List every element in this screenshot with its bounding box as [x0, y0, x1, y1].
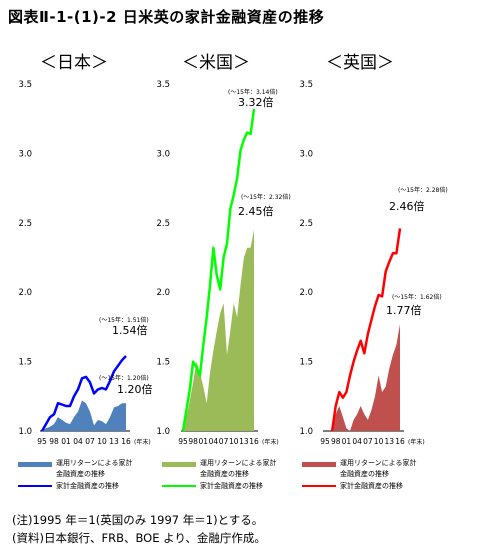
y-tick-label-us: 1.5	[156, 358, 170, 368]
legend-swatch-line-us	[162, 485, 196, 487]
x-tick-label-uk: 95	[320, 437, 330, 446]
series-area-us	[183, 229, 254, 431]
x-tick-label-japan: 13	[109, 437, 119, 446]
legend-area-label-uk: 運用リターンによる家計 金融資産の推移	[340, 458, 416, 480]
y-tick-label-uk: 1.5	[299, 358, 313, 368]
legend-swatch-area-japan	[18, 462, 52, 467]
annotation-value-uk: 2.46倍	[389, 199, 425, 213]
legend-line-label-us: 家計金融資産の推移	[200, 482, 263, 490]
legend-area-text-2: 金融資産の推移	[340, 470, 389, 478]
annotation-small-us: (～15年：2.32倍)	[241, 193, 291, 201]
annotation-small-us: (～15年：3.14倍)	[228, 88, 278, 96]
footnote-source: (資料)日本銀行、FRB、BOE より、金融庁作成。	[12, 531, 266, 545]
x-tick-label-japan: 10	[97, 437, 107, 446]
y-tick-label-us: 1.0	[156, 427, 170, 437]
legend-area-label-japan: 運用リターンによる家計 金融資産の推移	[56, 458, 132, 480]
y-tick-label-japan: 2.0	[18, 288, 32, 298]
x-unit-label-us: (年末)	[262, 438, 279, 446]
x-tick-label-japan: 16	[121, 437, 131, 446]
x-tick-label-us: 13	[239, 437, 249, 446]
y-tick-label-japan: 3.0	[18, 149, 32, 159]
series-line-japan	[40, 355, 127, 432]
legend-area-text-1: 運用リターンによる家計	[340, 459, 417, 467]
x-tick-label-us: 01	[199, 437, 209, 446]
x-tick-label-us: 04	[209, 437, 219, 446]
y-tick-label-japan: 2.5	[18, 219, 32, 229]
x-unit-label-uk: (年末)	[408, 438, 425, 446]
legend-swatch-line-uk	[302, 485, 336, 487]
y-tick-label-uk: 1.0	[299, 427, 313, 437]
y-tick-label-uk: 3.0	[299, 149, 313, 159]
x-tick-label-japan: 04	[73, 437, 83, 446]
legend-line-label-uk: 家計金融資産の推移	[340, 482, 403, 490]
x-tick-label-japan: 07	[85, 437, 95, 446]
annotation-small-uk: (～15年：2.28倍)	[398, 186, 448, 194]
x-unit-label-japan: (年末)	[134, 438, 151, 446]
y-tick-label-japan: 1.0	[18, 427, 32, 437]
legend-swatch-area-us	[162, 462, 196, 467]
annotation-small-uk: (～15年：1.62倍)	[392, 293, 442, 301]
legend-area-label-us: 運用リターンによる家計 金融資産の推移	[200, 458, 276, 480]
x-tick-label-uk: 10	[374, 437, 384, 446]
annotation-small-japan: (～15年：1.51倍)	[99, 316, 149, 324]
legend-line-label-japan: 家計金融資産の推移	[56, 482, 119, 490]
y-tick-label-us: 3.0	[156, 149, 170, 159]
series-area-japan	[42, 400, 126, 431]
page-title: 図表Ⅱ-1-(1)-2 日米英の家計金融資産の推移	[8, 8, 325, 26]
y-tick-label-uk: 3.5	[299, 80, 313, 90]
legend-area-text-1: 運用リターンによる家計	[56, 459, 133, 467]
x-tick-label-us: 95	[178, 437, 188, 446]
x-tick-label-uk: 16	[395, 437, 405, 446]
y-tick-label-japan: 3.5	[18, 80, 32, 90]
annotation-value-japan: 1.54倍	[112, 323, 148, 337]
annotation-value-uk: 1.77倍	[386, 303, 422, 317]
x-tick-label-us: 16	[249, 437, 259, 446]
legend-area-text-2: 金融資産の推移	[200, 470, 249, 478]
x-tick-label-us: 07	[219, 437, 229, 446]
annotation-small-japan: (～15年：1.20倍)	[99, 374, 149, 382]
x-tick-label-uk: 98	[331, 437, 341, 446]
legend-swatch-line-japan	[18, 485, 52, 487]
legend-area-text-1: 運用リターンによる家計	[200, 459, 277, 467]
y-tick-label-us: 2.0	[156, 288, 170, 298]
x-tick-label-japan: 01	[61, 437, 71, 446]
panel-title-us: ＜米国＞	[182, 53, 250, 73]
y-tick-label-uk: 2.0	[299, 288, 313, 298]
y-tick-label-japan: 1.5	[18, 358, 32, 368]
footnote-note: (注)1995 年＝1(英国のみ 1997 年＝1)とする。	[12, 513, 264, 527]
annotation-value-us: 3.32倍	[238, 95, 274, 109]
series-line-us	[181, 108, 256, 432]
y-tick-label-us: 3.5	[156, 80, 170, 90]
legend-area-text-2: 金融資産の推移	[56, 470, 105, 478]
series-area-uk	[332, 324, 400, 431]
series-line-uk	[330, 228, 402, 432]
annotation-value-japan: 1.20倍	[117, 382, 153, 396]
y-tick-label-uk: 2.5	[299, 219, 313, 229]
panel-title-uk: ＜英国＞	[326, 53, 394, 73]
x-tick-label-uk: 13	[385, 437, 395, 446]
legend-swatch-area-uk	[302, 462, 336, 467]
y-tick-label-us: 2.5	[156, 219, 170, 229]
x-tick-label-japan: 98	[49, 437, 59, 446]
x-tick-label-uk: 07	[363, 437, 373, 446]
x-tick-label-uk: 04	[352, 437, 362, 446]
panel-title-japan: ＜日本＞	[40, 53, 108, 73]
x-tick-label-us: 10	[229, 437, 239, 446]
x-tick-label-japan: 95	[37, 437, 47, 446]
x-tick-label-us: 98	[188, 437, 198, 446]
x-tick-label-uk: 01	[342, 437, 352, 446]
annotation-value-us: 2.45倍	[238, 204, 274, 218]
